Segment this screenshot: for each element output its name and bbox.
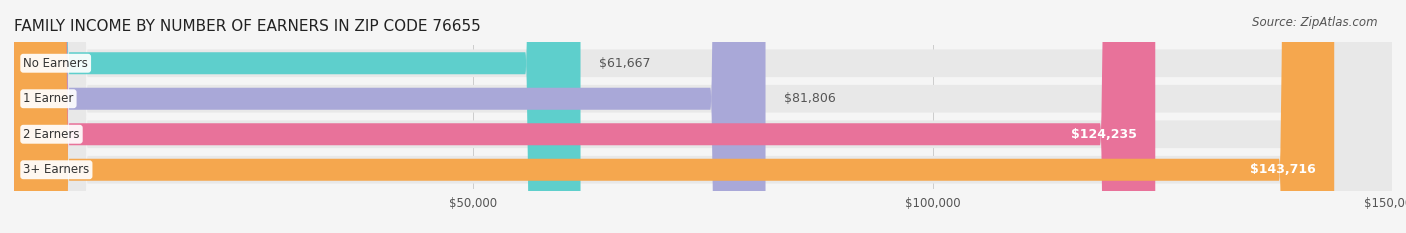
Text: $124,235: $124,235 bbox=[1071, 128, 1137, 141]
FancyBboxPatch shape bbox=[14, 0, 1156, 233]
FancyBboxPatch shape bbox=[14, 0, 765, 233]
FancyBboxPatch shape bbox=[14, 0, 581, 233]
FancyBboxPatch shape bbox=[14, 0, 1392, 233]
Text: $143,716: $143,716 bbox=[1250, 163, 1316, 176]
FancyBboxPatch shape bbox=[14, 0, 1392, 233]
Text: $81,806: $81,806 bbox=[785, 92, 835, 105]
Text: $61,667: $61,667 bbox=[599, 57, 651, 70]
FancyBboxPatch shape bbox=[14, 0, 1392, 233]
Text: 1 Earner: 1 Earner bbox=[24, 92, 73, 105]
FancyBboxPatch shape bbox=[14, 0, 1334, 233]
Text: 2 Earners: 2 Earners bbox=[24, 128, 80, 141]
Text: FAMILY INCOME BY NUMBER OF EARNERS IN ZIP CODE 76655: FAMILY INCOME BY NUMBER OF EARNERS IN ZI… bbox=[14, 19, 481, 34]
Text: 3+ Earners: 3+ Earners bbox=[24, 163, 90, 176]
Text: No Earners: No Earners bbox=[24, 57, 89, 70]
FancyBboxPatch shape bbox=[14, 0, 1392, 233]
Text: Source: ZipAtlas.com: Source: ZipAtlas.com bbox=[1253, 16, 1378, 29]
